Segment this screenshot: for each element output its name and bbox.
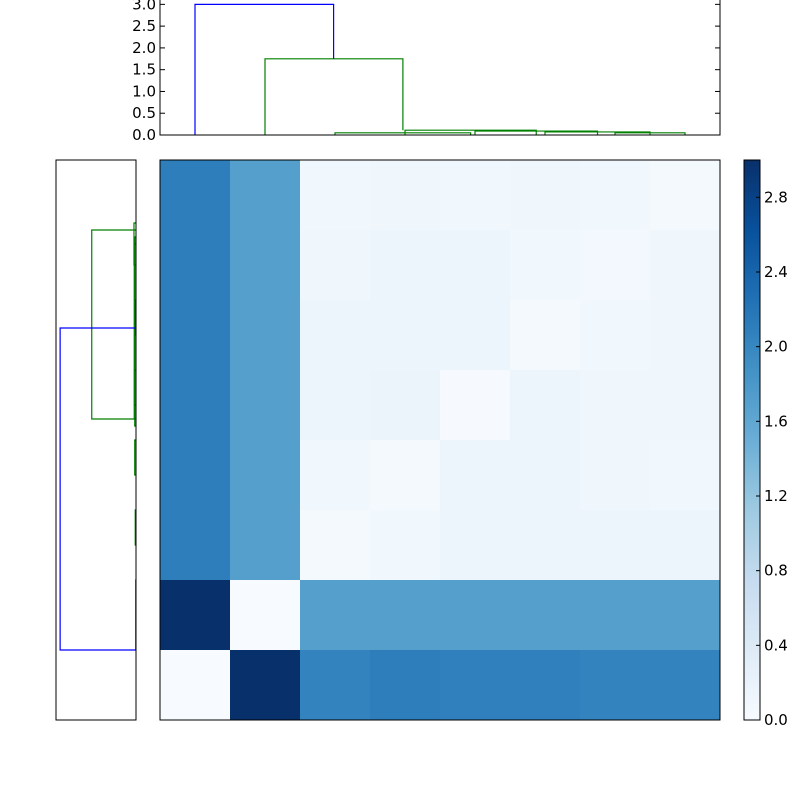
left-dendrogram-link	[134, 439, 136, 476]
heatmap-cell	[440, 300, 511, 371]
heatmap-cell	[230, 300, 301, 371]
left-dendrogram-link	[134, 236, 136, 427]
heatmap-cell	[510, 510, 581, 581]
heatmap-cell	[230, 440, 301, 511]
heatmap-cell	[370, 440, 441, 511]
heatmap-cell	[160, 230, 231, 301]
heatmap-cell	[370, 580, 441, 651]
colorbar-tick-label: 2.0	[764, 338, 788, 356]
heatmap-cell	[510, 160, 581, 231]
heatmap-cell	[510, 370, 581, 441]
left-dendrogram-frame	[55, 159, 137, 721]
heatmap-cell	[300, 510, 371, 581]
heatmap-cell	[440, 510, 511, 581]
top-dendrogram-tick-label: 1.0	[132, 82, 156, 100]
heatmap-cell	[160, 300, 231, 371]
heatmap-cell	[580, 300, 651, 371]
heatmap-cell	[650, 300, 721, 371]
heatmap-cell	[160, 650, 231, 721]
heatmap-cell	[440, 440, 511, 511]
heatmap-cell	[300, 300, 371, 371]
heatmap-cell	[300, 440, 371, 511]
top-dendrogram-link	[334, 132, 472, 135]
heatmap-cell	[440, 580, 511, 651]
left-dendrogram-link	[91, 229, 136, 420]
heatmap-cell	[370, 300, 441, 371]
heatmap-frame	[159, 159, 721, 721]
top-dendrogram-frame	[159, 0, 721, 136]
top-dendrogram-tick-label: 1.5	[132, 61, 156, 79]
heatmap-cell	[580, 510, 651, 581]
heatmap-cell	[160, 510, 231, 581]
top-dendrogram-tick-label: 0.5	[132, 104, 156, 122]
heatmap-cell	[580, 230, 651, 301]
heatmap-cell	[300, 230, 371, 301]
heatmap-cell	[300, 580, 371, 651]
colorbar-tick-label: 2.4	[764, 263, 788, 281]
heatmap-cell	[230, 580, 301, 651]
heatmap-cell	[510, 300, 581, 371]
colorbar-tick-label: 0.8	[764, 562, 788, 580]
heatmap-cell	[650, 230, 721, 301]
heatmap-cell	[650, 160, 721, 231]
colorbar-frame	[743, 159, 761, 721]
heatmap	[159, 159, 721, 721]
heatmap-cell	[370, 230, 441, 301]
colorbar-tick-label: 0.0	[764, 711, 788, 729]
colorbar-gradient	[744, 160, 760, 720]
heatmap-cell	[580, 650, 651, 721]
heatmap-cell	[440, 230, 511, 301]
top-dendrogram: 0.0 0.5 1.0 1.5 2.0 2.5 3.0	[132, 0, 721, 144]
heatmap-cell	[580, 440, 651, 511]
heatmap-cell	[650, 370, 721, 441]
heatmap-cell	[510, 440, 581, 511]
heatmap-cell	[580, 370, 651, 441]
heatmap-cell	[370, 370, 441, 441]
heatmap-cell	[370, 650, 441, 721]
heatmap-cell	[440, 160, 511, 231]
heatmap-cell	[650, 650, 721, 721]
heatmap-cell	[160, 440, 231, 511]
top-dendrogram-link	[194, 3, 335, 135]
heatmap-cell	[370, 510, 441, 581]
heatmap-cell	[160, 370, 231, 441]
heatmap-cell	[440, 370, 511, 441]
heatmap-cell	[300, 650, 371, 721]
heatmap-cell	[510, 230, 581, 301]
heatmap-cell	[160, 160, 231, 231]
top-dendrogram-tick-label: 2.0	[132, 39, 156, 57]
heatmap-cell	[580, 160, 651, 231]
heatmap-cell	[230, 510, 301, 581]
top-dendrogram-link	[264, 58, 404, 135]
heatmap-cell	[440, 650, 511, 721]
top-dendrogram-tick-label: 2.5	[132, 17, 156, 35]
heatmap-cell	[650, 440, 721, 511]
colorbar-tick-label: 2.8	[764, 188, 788, 206]
colorbar-tick-label: 0.4	[764, 636, 788, 654]
colorbar: 0.0 0.4 0.8 1.2 1.6 2.0 2.4 2.8	[743, 159, 788, 729]
heatmap-cell	[230, 230, 301, 301]
heatmap-cell	[160, 580, 231, 651]
heatmap-cell	[650, 580, 721, 651]
heatmap-cell	[650, 510, 721, 581]
colorbar-tick-label: 1.6	[764, 412, 788, 430]
left-dendrogram	[55, 159, 137, 721]
heatmap-cell	[580, 580, 651, 651]
heatmap-cell	[300, 160, 371, 231]
top-dendrogram-tick-label: 3.0	[132, 0, 156, 13]
heatmap-cell	[510, 580, 581, 651]
heatmap-cell	[300, 370, 371, 441]
heatmap-cell	[230, 160, 301, 231]
heatmap-cell	[230, 370, 301, 441]
heatmap-cell	[510, 650, 581, 721]
heatmap-cell	[370, 160, 441, 231]
left-dendrogram-link	[59, 327, 136, 651]
heatmap-cell	[230, 650, 301, 721]
colorbar-tick-label: 1.2	[764, 487, 788, 505]
top-dendrogram-tick-label: 0.0	[132, 126, 156, 144]
